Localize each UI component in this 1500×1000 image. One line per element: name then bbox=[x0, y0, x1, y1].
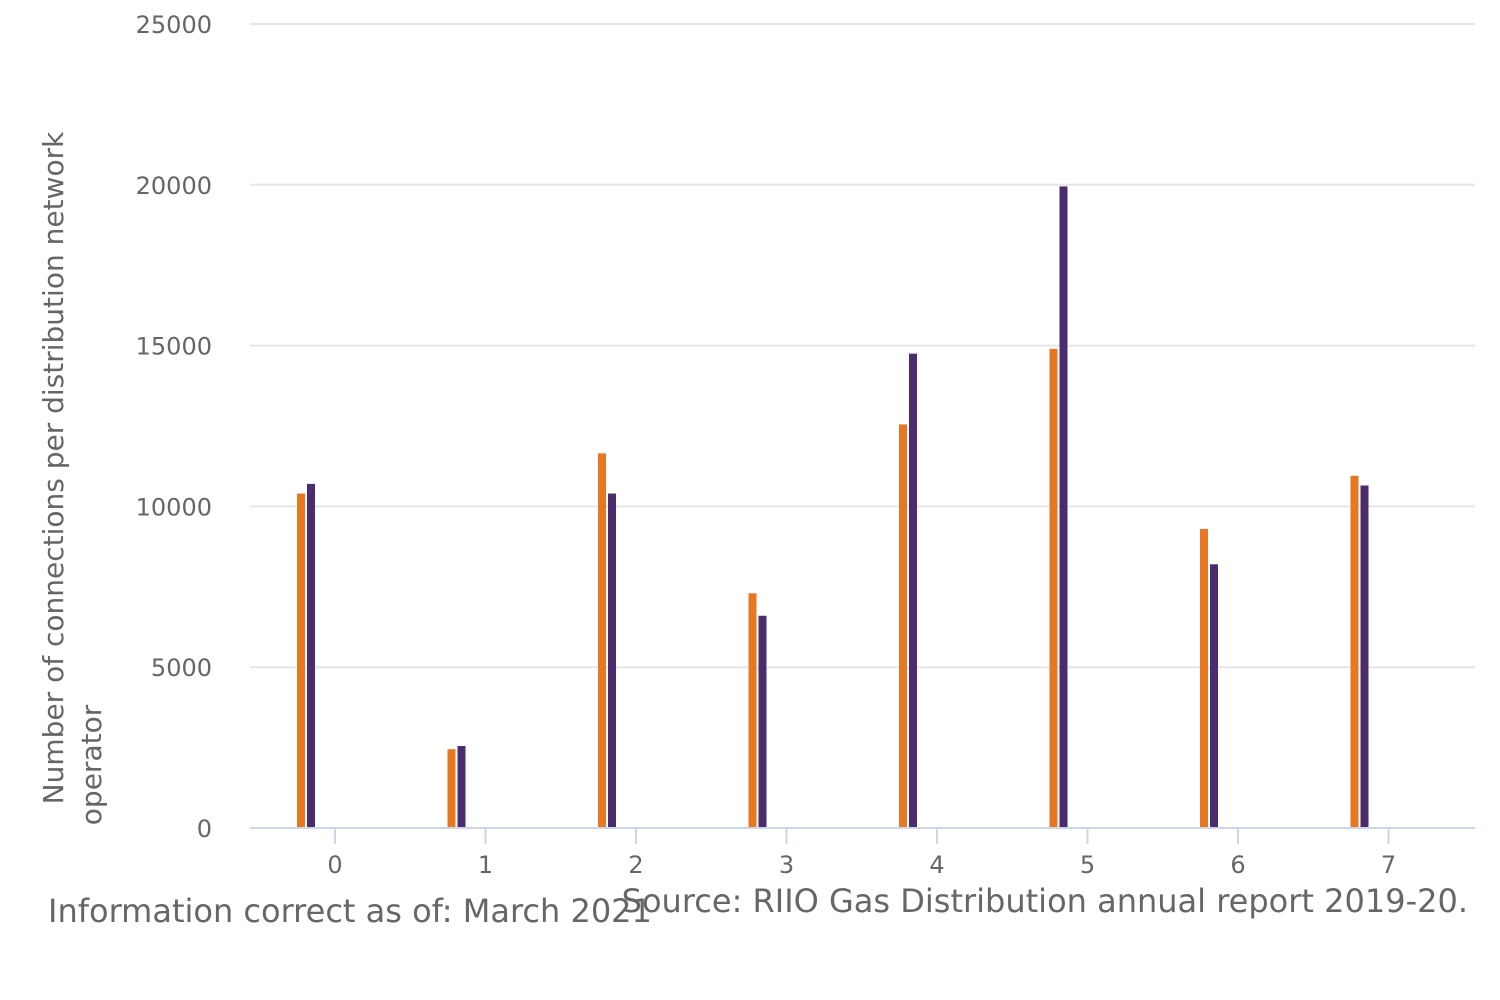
bar-series-1-category-7 bbox=[1350, 475, 1359, 828]
x-tick-label: 1 bbox=[478, 851, 493, 879]
bar-series-2-category-0 bbox=[307, 483, 315, 828]
x-tick-label: 4 bbox=[929, 851, 944, 879]
bar-series-2-category-3 bbox=[758, 615, 767, 828]
y-tick-label: 10000 bbox=[136, 493, 212, 521]
bar-series bbox=[297, 186, 1369, 828]
y-tick-label: 25000 bbox=[136, 11, 212, 39]
x-tick-label: 5 bbox=[1080, 851, 1095, 879]
bar-series-2-category-2 bbox=[608, 493, 616, 828]
bar-series-2-category-7 bbox=[1360, 485, 1369, 828]
bar-series-2-category-5 bbox=[1059, 186, 1068, 828]
x-axis-ticks: 0 1 2 3 4 5 6 7 bbox=[327, 828, 1396, 879]
y-axis-title-line-1: Number of connections per distribution n… bbox=[37, 131, 70, 804]
x-tick-label: 3 bbox=[779, 851, 794, 879]
bar-series-2-category-4 bbox=[909, 353, 917, 828]
bar-series-1-category-3 bbox=[748, 593, 757, 828]
bar-series-1-category-5 bbox=[1049, 348, 1058, 828]
bar-series-1-category-6 bbox=[1200, 528, 1208, 828]
bar-series-1-category-1 bbox=[447, 749, 456, 828]
x-tick-label: 6 bbox=[1230, 851, 1245, 879]
y-axis-tick-labels: 0 5000 10000 15000 20000 25000 bbox=[136, 11, 212, 843]
bar-series-2-category-1 bbox=[457, 745, 466, 828]
bar-series-1-category-4 bbox=[899, 424, 907, 828]
y-tick-label: 5000 bbox=[151, 654, 212, 682]
bar-series-1-category-0 bbox=[297, 493, 305, 828]
y-axis-title-line-2: operator bbox=[75, 704, 108, 825]
x-tick-label: 2 bbox=[628, 851, 643, 879]
y-tick-label: 20000 bbox=[136, 172, 212, 200]
x-tick-label: 7 bbox=[1381, 851, 1396, 879]
y-tick-label: 15000 bbox=[136, 333, 212, 361]
x-tick-label: 0 bbox=[327, 851, 342, 879]
bar-series-2-category-6 bbox=[1210, 564, 1218, 828]
footer-date-text: Information correct as of: March 2021 bbox=[48, 892, 652, 930]
y-tick-label: 0 bbox=[197, 815, 212, 843]
footer-source-text: Source: RIIO Gas Distribution annual rep… bbox=[622, 882, 1468, 920]
gridlines bbox=[250, 23, 1475, 669]
bar-series-1-category-2 bbox=[598, 453, 606, 828]
